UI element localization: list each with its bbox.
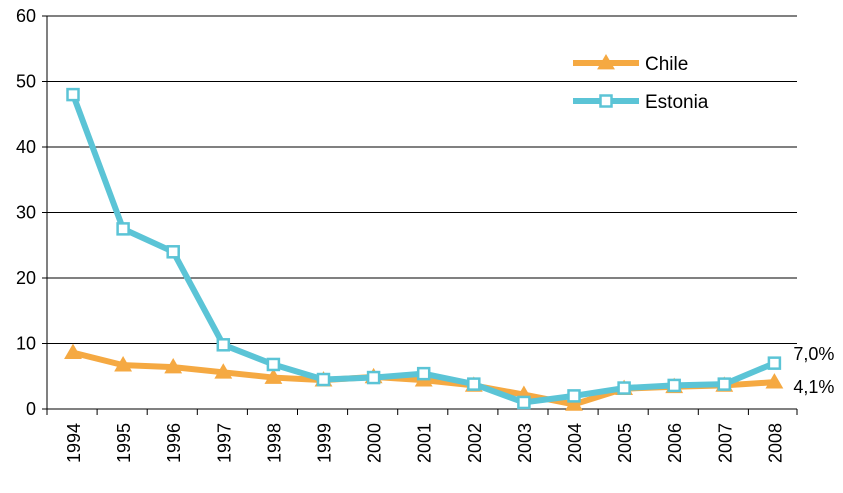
y-tick-label: 40 — [16, 137, 36, 157]
data-point-estonia — [416, 366, 431, 381]
legend-marker — [597, 53, 615, 70]
x-tick-label: 1996 — [164, 423, 184, 463]
y-tick-label: 20 — [16, 268, 36, 288]
data-point-estonia — [316, 372, 331, 387]
x-tick-label: 1998 — [264, 423, 284, 463]
x-tick-label: 2002 — [465, 423, 485, 463]
data-point-estonia — [116, 222, 130, 236]
legend-label: Chile — [645, 54, 688, 75]
data-point-estonia — [216, 338, 231, 352]
data-point-estonia — [66, 87, 80, 102]
data-point-estonia — [567, 389, 581, 403]
data-point-estonia — [366, 370, 381, 385]
x-tick-label: 2003 — [515, 423, 535, 463]
legend-item-estonia: Estonia — [573, 92, 709, 113]
data-point-estonia — [266, 357, 281, 372]
legend-marker — [599, 94, 613, 108]
legend-item-chile: Chile — [573, 53, 688, 75]
data-point-estonia — [667, 378, 681, 393]
data-point-estonia — [467, 377, 481, 391]
legend-label: Estonia — [645, 92, 709, 113]
data-point-chile — [765, 373, 784, 389]
x-tick-label: 2006 — [665, 423, 685, 463]
series-lines — [64, 87, 784, 411]
x-tick-label: 2000 — [365, 423, 385, 463]
y-tick-labels: 0 10 20 30 40 50 60 — [16, 6, 36, 419]
x-tick-label: 1999 — [315, 423, 335, 463]
x-tick-label: 1994 — [64, 423, 84, 463]
y-tick-label: 60 — [16, 6, 36, 26]
x-tick-label: 1995 — [114, 423, 134, 463]
data-point-estonia — [617, 381, 631, 395]
data-point-estonia — [517, 395, 531, 410]
x-tick-label: 2008 — [765, 423, 785, 463]
data-point-estonia — [767, 356, 782, 370]
end-value-label: 4,1% — [793, 377, 834, 397]
x-tick-label: 2005 — [615, 423, 635, 463]
end-value-label: 7,0% — [793, 344, 834, 364]
data-point-chile — [114, 356, 133, 372]
data-point-chile — [64, 343, 82, 360]
data-point-chile — [214, 363, 233, 379]
series-estonia — [66, 87, 782, 410]
axes — [42, 15, 798, 415]
y-tick-label: 0 — [26, 399, 36, 419]
y-tick-label: 30 — [16, 203, 36, 223]
legend: Chile Estonia — [573, 53, 709, 113]
y-tick-label: 50 — [16, 72, 36, 92]
x-tick-label: 1997 — [214, 423, 234, 463]
x-tick-label: 2004 — [565, 423, 585, 463]
data-point-chile — [264, 368, 283, 384]
y-tick-label: 10 — [16, 334, 36, 354]
data-point-estonia — [717, 377, 732, 391]
gridlines — [47, 15, 797, 344]
data-point-estonia — [166, 245, 180, 259]
annotations: 7,0% 4,1% — [793, 344, 834, 397]
data-point-chile — [164, 358, 183, 374]
x-tick-labels: 1994 1995 1996 1997 1998 1999 2000 2001 2002 2003… — [64, 423, 785, 463]
data-point-chile — [565, 395, 583, 411]
x-tick-label: 2007 — [715, 423, 735, 463]
x-tick-label: 2001 — [415, 423, 435, 463]
